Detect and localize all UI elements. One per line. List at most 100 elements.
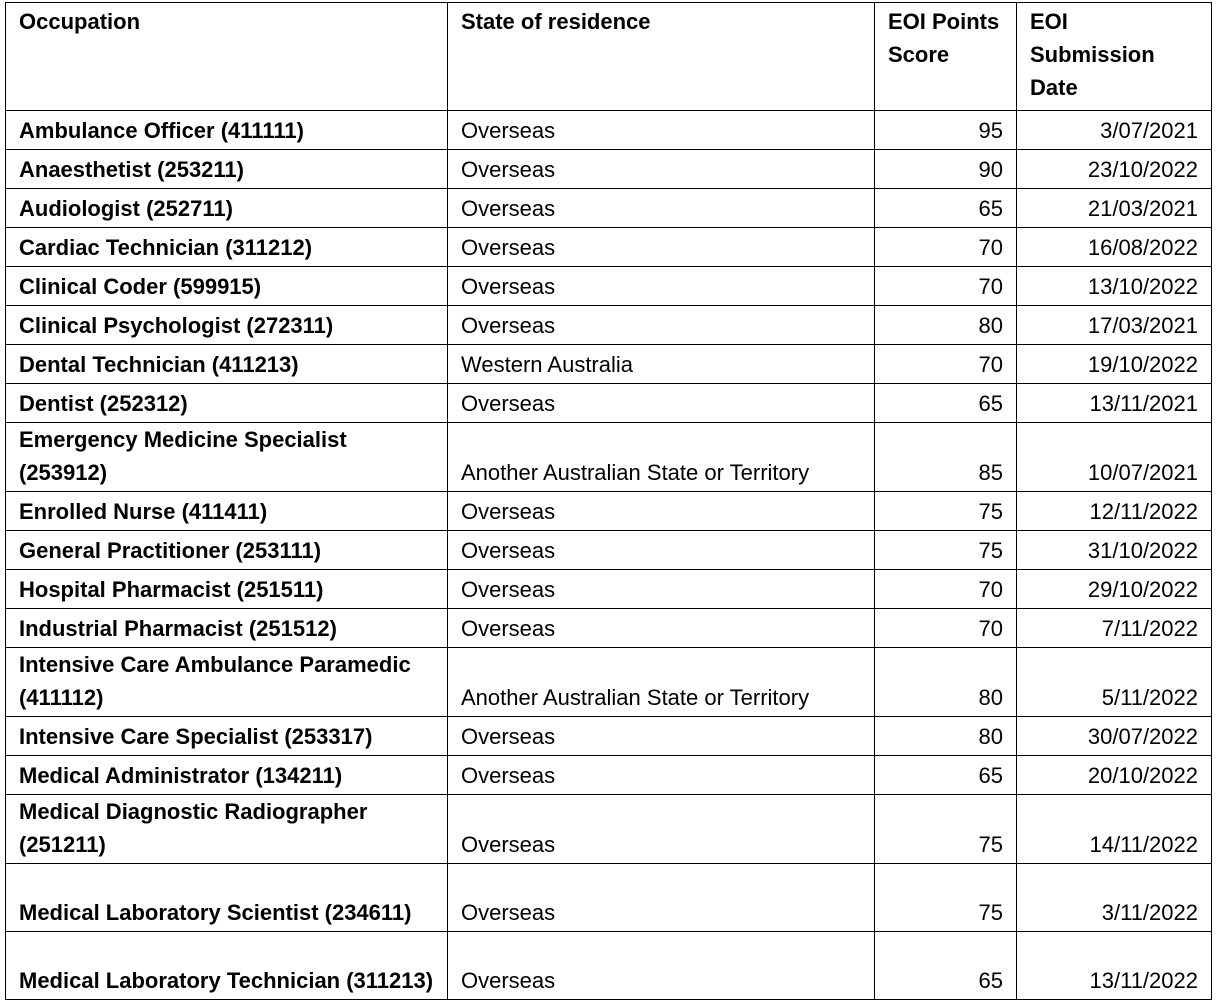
state-cell: Western Australia — [447, 344, 875, 384]
state-cell: Overseas — [447, 608, 875, 648]
date-cell: 3/11/2022 — [1016, 863, 1212, 932]
date-cell: 14/11/2022 — [1016, 794, 1212, 864]
date-cell: 7/11/2022 — [1016, 608, 1212, 648]
date-cell: 23/10/2022 — [1016, 149, 1212, 189]
occupation-cell: Clinical Coder (599915) — [5, 266, 448, 306]
date-cell: 17/03/2021 — [1016, 305, 1212, 345]
state-cell: Overseas — [447, 569, 875, 609]
table-row: Cardiac Technician (311212) Overseas 70 16/… — [5, 227, 1212, 267]
table-row: Medical Laboratory Technician (311213) Ov… — [5, 931, 1212, 1000]
table-row: Emergency Medicine Specialist (253912) An… — [5, 422, 1212, 492]
state-cell: Another Australian State or Territory — [447, 647, 875, 717]
points-cell: 70 — [874, 266, 1017, 306]
state-cell: Overseas — [447, 716, 875, 756]
occupation-cell: Intensive Care Ambulance Paramedic (4111… — [5, 647, 448, 717]
occupation-cell: Ambulance Officer (411111) — [5, 110, 448, 150]
table-row: Audiologist (252711) Overseas 65 21/03/2021 — [5, 188, 1212, 228]
occupation-cell: Cardiac Technician (311212) — [5, 227, 448, 267]
state-cell: Overseas — [447, 266, 875, 306]
date-cell: 31/10/2022 — [1016, 530, 1212, 570]
table-row: Medical Administrator (134211) Overseas 65… — [5, 755, 1212, 795]
occupation-cell: Medical Laboratory Scientist (234611) — [5, 863, 448, 932]
occupation-cell: Enrolled Nurse (411411) — [5, 491, 448, 531]
header-cell: State of residence — [447, 2, 875, 111]
points-cell: 65 — [874, 188, 1017, 228]
header-cell: EOI Submission Date — [1016, 2, 1212, 111]
date-cell: 13/11/2021 — [1016, 383, 1212, 423]
table-row: Medical Diagnostic Radiographer (251211)… — [5, 794, 1212, 864]
points-cell: 75 — [874, 863, 1017, 932]
header-row: Occupation State of residence EOI Points… — [5, 2, 1212, 111]
occupation-cell: Industrial Pharmacist (251512) — [5, 608, 448, 648]
occupation-cell: Audiologist (252711) — [5, 188, 448, 228]
date-cell: 30/07/2022 — [1016, 716, 1212, 756]
occupation-cell: Emergency Medicine Specialist (253912) — [5, 422, 448, 492]
date-cell: 16/08/2022 — [1016, 227, 1212, 267]
points-cell: 65 — [874, 755, 1017, 795]
header-cell: Occupation — [5, 2, 448, 111]
state-cell: Overseas — [447, 383, 875, 423]
table-row: Dentist (252312) Overseas 65 13/11/2021 — [5, 383, 1212, 423]
date-cell: 10/07/2021 — [1016, 422, 1212, 492]
table-row: Medical Laboratory Scientist (234611) Ove… — [5, 863, 1212, 932]
header-cell: EOI Points Score — [874, 2, 1017, 111]
table-row: Hospital Pharmacist (251511) Overseas 70 29… — [5, 569, 1212, 609]
eoi-table: Occupation State of residence EOI Points… — [5, 2, 1212, 1000]
table-row: Industrial Pharmacist (251512) Overseas 70… — [5, 608, 1212, 648]
date-cell: 20/10/2022 — [1016, 755, 1212, 795]
table-row: Clinical Psychologist (272311) Overseas 80… — [5, 305, 1212, 345]
state-cell: Overseas — [447, 755, 875, 795]
points-cell: 80 — [874, 305, 1017, 345]
table-row: Ambulance Officer (411111) Overseas 95 3/07… — [5, 110, 1212, 150]
points-cell: 65 — [874, 383, 1017, 423]
state-cell: Overseas — [447, 305, 875, 345]
occupation-cell: Hospital Pharmacist (251511) — [5, 569, 448, 609]
occupation-cell: Intensive Care Specialist (253317) — [5, 716, 448, 756]
points-cell: 65 — [874, 931, 1017, 1000]
date-cell: 19/10/2022 — [1016, 344, 1212, 384]
state-cell: Overseas — [447, 863, 875, 932]
state-cell: Overseas — [447, 931, 875, 1000]
points-cell: 70 — [874, 608, 1017, 648]
occupation-cell: Dental Technician (411213) — [5, 344, 448, 384]
table-row: Anaesthetist (253211) Overseas 90 23/10/202… — [5, 149, 1212, 189]
date-cell: 21/03/2021 — [1016, 188, 1212, 228]
state-cell: Overseas — [447, 491, 875, 531]
points-cell: 90 — [874, 149, 1017, 189]
table-row: Intensive Care Ambulance Paramedic (4111… — [5, 647, 1212, 717]
occupation-cell: Anaesthetist (253211) — [5, 149, 448, 189]
state-cell: Overseas — [447, 530, 875, 570]
state-cell: Overseas — [447, 110, 875, 150]
points-cell: 80 — [874, 716, 1017, 756]
points-cell: 70 — [874, 227, 1017, 267]
points-cell: 75 — [874, 491, 1017, 531]
state-cell: Another Australian State or Territory — [447, 422, 875, 492]
state-cell: Overseas — [447, 149, 875, 189]
points-cell: 80 — [874, 647, 1017, 717]
date-cell: 13/11/2022 — [1016, 931, 1212, 1000]
table-row: Intensive Care Specialist (253317) Overse… — [5, 716, 1212, 756]
points-cell: 70 — [874, 344, 1017, 384]
points-cell: 85 — [874, 422, 1017, 492]
date-cell: 29/10/2022 — [1016, 569, 1212, 609]
table-row: Clinical Coder (599915) Overseas 70 13/10/2… — [5, 266, 1212, 306]
table-row: General Practitioner (253111) Overseas 75 3… — [5, 530, 1212, 570]
table-row: Enrolled Nurse (411411) Overseas 75 12/11/2… — [5, 491, 1212, 531]
occupation-cell: Medical Administrator (134211) — [5, 755, 448, 795]
date-cell: 5/11/2022 — [1016, 647, 1212, 717]
points-cell: 75 — [874, 794, 1017, 864]
state-cell: Overseas — [447, 227, 875, 267]
occupation-cell: Medical Diagnostic Radiographer (251211) — [5, 794, 448, 864]
table-body: Ambulance Officer (411111) Overseas 95 3/07… — [5, 110, 1212, 1000]
table-row: Dental Technician (411213) Western Austra… — [5, 344, 1212, 384]
date-cell: 12/11/2022 — [1016, 491, 1212, 531]
points-cell: 95 — [874, 110, 1017, 150]
date-cell: 13/10/2022 — [1016, 266, 1212, 306]
date-cell: 3/07/2021 — [1016, 110, 1212, 150]
points-cell: 75 — [874, 530, 1017, 570]
occupation-cell: Medical Laboratory Technician (311213) — [5, 931, 448, 1000]
occupation-cell: General Practitioner (253111) — [5, 530, 448, 570]
occupation-cell: Clinical Psychologist (272311) — [5, 305, 448, 345]
occupation-cell: Dentist (252312) — [5, 383, 448, 423]
